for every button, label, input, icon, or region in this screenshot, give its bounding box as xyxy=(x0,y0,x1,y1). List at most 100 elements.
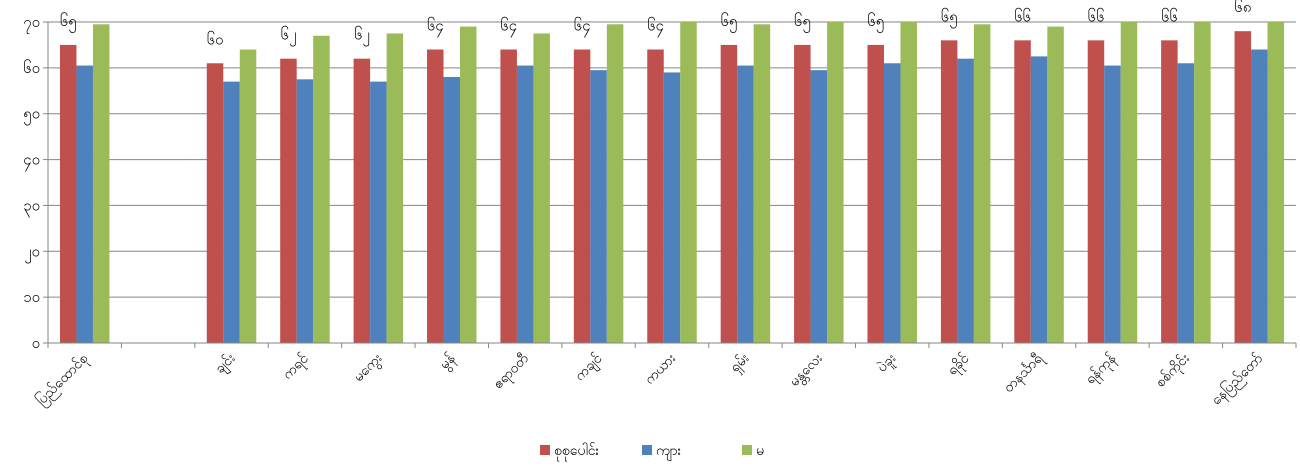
data-label: ၆၂ xyxy=(281,26,297,47)
x-category-label: နေပြည်တော် xyxy=(1208,350,1268,410)
bar-series-1 xyxy=(940,40,958,343)
bar-series-2 xyxy=(590,70,607,344)
bar-series-1 xyxy=(647,49,664,344)
bar-series-2 xyxy=(443,77,461,344)
bar-series-2 xyxy=(883,63,901,344)
bar-series-1 xyxy=(206,63,224,344)
bar-series-2 xyxy=(737,65,754,344)
bar-series-2 xyxy=(1030,56,1048,344)
bar-series-2 xyxy=(516,65,534,344)
data-label: ၆၅ xyxy=(941,7,958,28)
bar-series-2 xyxy=(370,81,387,343)
bar-series-1 xyxy=(59,44,77,344)
bar-series-1 xyxy=(867,44,884,344)
bars xyxy=(59,22,1285,344)
bar-series-1 xyxy=(1234,31,1252,344)
bar-series-3 xyxy=(239,49,257,344)
data-label: ၆၈ xyxy=(1234,0,1251,16)
bar-series-1 xyxy=(500,49,517,344)
y-tick-label: ၅၀ xyxy=(23,105,40,126)
bar-series-1 xyxy=(353,58,371,343)
data-label: ၆၂ xyxy=(354,26,370,47)
data-label: ၆၅ xyxy=(867,12,884,33)
bar-series-2 xyxy=(957,58,974,343)
x-category-label: ရန်ကုန် xyxy=(1082,351,1120,389)
bar-series-3 xyxy=(1120,22,1138,343)
bar-series-1 xyxy=(1014,40,1031,343)
bar-series-1 xyxy=(794,44,811,344)
x-category-label: မန္တလေး xyxy=(786,350,827,391)
bar-series-3 xyxy=(460,26,477,343)
data-label: ၆၄ xyxy=(574,17,591,38)
bar-series-3 xyxy=(680,22,697,343)
legend-swatch-series-1 xyxy=(540,445,550,455)
bar-series-2 xyxy=(1177,63,1195,344)
data-label: ၆၀ xyxy=(207,30,224,48)
x-category-label: ရခိုင် xyxy=(944,350,974,380)
bar-series-1 xyxy=(720,44,738,344)
bar-series-3 xyxy=(973,24,991,344)
bar-series-2 xyxy=(663,72,681,343)
bar-series-3 xyxy=(533,33,550,343)
legend-swatch-series-2 xyxy=(642,445,652,455)
legend-label: စုစုပေါင်း xyxy=(554,443,600,461)
x-category-label: ရှမ်း xyxy=(727,350,754,377)
axes xyxy=(47,22,1297,348)
data-label: ၆၅ xyxy=(60,12,77,33)
data-label: ၆၅ xyxy=(794,12,811,33)
x-category-label: မွန် xyxy=(436,351,460,375)
data-label: ၆၅ xyxy=(720,12,737,33)
bar-series-2 xyxy=(76,65,93,344)
legend-label: မ xyxy=(756,443,764,459)
y-tick-label: ၂၀ xyxy=(24,242,40,263)
x-category-label: ဧရာဝတီ xyxy=(490,350,534,394)
bar-series-1 xyxy=(1161,40,1178,343)
x-category-label: ချင်း xyxy=(212,350,240,378)
bar-series-2 xyxy=(296,79,314,344)
x-category-label: ပြည်ထောင်စု xyxy=(33,350,93,410)
legend: စုစုပေါင်း ကျား မ xyxy=(540,443,764,461)
y-tick-label: ၄၀ xyxy=(23,151,40,172)
x-category-label: ကချင် xyxy=(572,350,607,385)
bar-series-3 xyxy=(606,24,624,344)
bar-series-3 xyxy=(386,33,404,343)
x-category-label: ကယား xyxy=(642,350,680,388)
data-label: ၆၄ xyxy=(500,17,517,38)
bar-series-2 xyxy=(810,70,828,344)
bar-series-1 xyxy=(280,58,297,343)
bar-series-3 xyxy=(92,24,110,344)
legend-label: ကျား xyxy=(656,443,682,461)
y-axis-tick-labels: ၀ ၁၀ ၂၀ ၃၀ ၄၀ ၅၀ ၆၀ ၇၀ xyxy=(23,13,40,352)
y-tick-label: ၇၀ xyxy=(23,13,40,34)
bar-series-2 xyxy=(223,81,240,343)
x-category-label: ပဲခူး xyxy=(874,350,901,377)
y-tick-label: ၃၀ xyxy=(23,196,40,217)
bar-series-3 xyxy=(753,24,771,344)
data-label: ၆၆ xyxy=(1161,7,1178,25)
bar-series-3 xyxy=(1267,22,1285,343)
bar-series-1 xyxy=(427,49,444,344)
bar-series-3 xyxy=(827,22,844,343)
y-tick-label: ၀ xyxy=(32,334,40,352)
y-tick-label: ၆၀ xyxy=(23,59,40,77)
bar-series-2 xyxy=(1104,65,1121,344)
bar-series-1 xyxy=(573,49,591,344)
data-label: ၆၄ xyxy=(647,17,664,38)
data-label: ၆၆ xyxy=(1014,7,1031,25)
x-category-label: စစ်ကိုင်း xyxy=(1153,350,1195,392)
bar-series-3 xyxy=(1194,22,1211,343)
bar-series-3 xyxy=(313,35,330,343)
bar-series-3 xyxy=(900,22,917,343)
bar-series-3 xyxy=(1047,26,1064,343)
bar-series-1 xyxy=(1087,40,1105,343)
data-label: ၆၄ xyxy=(427,17,444,38)
x-category-label: တနင်္သာရီ xyxy=(1000,350,1047,397)
legend-swatch-series-3 xyxy=(742,445,752,455)
data-label: ၆၆ xyxy=(1088,7,1105,25)
bar-series-2 xyxy=(1251,49,1268,344)
x-category-label: ကရင် xyxy=(280,350,314,384)
x-axis-category-labels: ပြည်ထောင်စု ချင်း ကရင် မကွေး မွန် ဧရာဝတီ ကချင်… xyxy=(33,350,1268,410)
y-tick-label: ၁၀ xyxy=(23,288,40,306)
